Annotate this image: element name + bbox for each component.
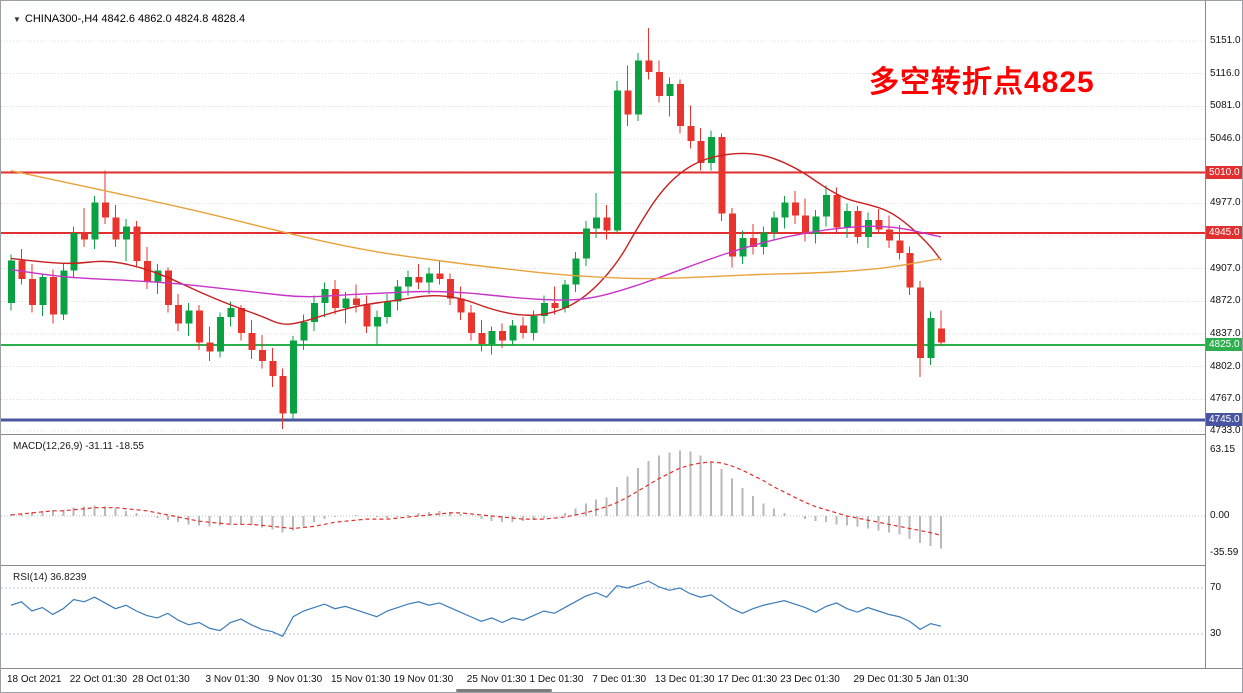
price-axis: 5151.0 5116.0 5081.0 5046.0 4977.0 4907.0 4872…: [1205, 1, 1242, 668]
price-axis-label: 4767.0: [1210, 393, 1241, 405]
rsi-axis-label: 30: [1210, 628, 1222, 639]
time-axis: 18 Oct 2021 22 Oct 01:30 28 Oct 01:30 3 Nov…: [1, 668, 1242, 692]
time-axis-label: 1 Dec 01:30: [529, 674, 584, 685]
time-axis-label: 19 Nov 01:30: [393, 674, 454, 685]
time-axis-label: 23 Dec 01:30: [780, 674, 840, 685]
price-axis-label: 4837.0: [1210, 327, 1241, 339]
time-axis-label: 9 Nov 01:30: [268, 674, 323, 685]
price-axis-label: 4733.0: [1210, 424, 1241, 436]
time-axis-label: 22 Oct 01:30: [69, 674, 127, 685]
symbol-ohlc-text: CHINA300-,H4 4842.6 4862.0 4824.8 4828.4: [24, 13, 246, 25]
annotation-text: 多空转折点4825: [869, 66, 1095, 99]
price-axis-label: 5116.0: [1210, 67, 1240, 79]
price-axis-label: 5081.0: [1210, 100, 1241, 112]
time-axis-label: 7 Dec 01:30: [592, 674, 647, 685]
rsi-label: RSI(14) 36.8239: [13, 572, 87, 583]
price-axis-label: 4977.0: [1210, 197, 1241, 209]
rsi-value-line: [10, 580, 942, 638]
macd-axis-label: 0.00: [1210, 510, 1230, 521]
ma-mid-magenta-line: [10, 225, 942, 301]
macd-signal-line: [10, 461, 942, 536]
panel-divider-rsi[interactable]: [1, 565, 1242, 566]
ma-fast-red-line: [10, 152, 942, 325]
time-axis-label: 29 Dec 01:30: [853, 674, 913, 685]
price-axis-label: 5151.0: [1210, 35, 1241, 46]
price-axis-label: 4872.0: [1210, 295, 1241, 307]
price-axis-label: 4802.0: [1210, 360, 1241, 372]
symbol-info: ▼ CHINA300-,H4 4842.6 4862.0 4824.8 4828.…: [13, 13, 245, 25]
panel-divider-macd[interactable]: [1, 434, 1242, 435]
macd-label: MACD(12,26,9) -31.11 -18.55: [13, 441, 144, 452]
time-axis-label: 18 Oct 2021: [7, 674, 62, 685]
rsi-axis-label: 70: [1210, 582, 1222, 593]
ma-slow-orange-line: [10, 170, 942, 280]
macd-axis-label: 63.15: [1210, 444, 1236, 456]
price-level-tag: 5010.0: [1206, 165, 1242, 179]
price-level-tag: 4945.0: [1206, 226, 1242, 240]
time-axis-label: 13 Dec 01:30: [654, 674, 715, 685]
price-axis-label: 5046.0: [1210, 132, 1241, 144]
time-axis-label: 17 Dec 01:30: [717, 674, 778, 685]
time-axis-label: 15 Nov 01:30: [330, 674, 391, 685]
scrollbar-thumb[interactable]: [456, 689, 552, 692]
time-axis-label: 5 Jan 01:30: [916, 674, 969, 685]
time-axis-label: 3 Nov 01:30: [205, 674, 260, 685]
collapse-arrow-icon[interactable]: ▼: [13, 15, 21, 24]
time-axis-label: 28 Oct 01:30: [132, 674, 190, 685]
chart-canvas[interactable]: [1, 1, 1205, 668]
time-axis-label: 25 Nov 01:30: [466, 674, 527, 685]
price-level-tag: 4825.0: [1206, 338, 1242, 352]
macd-axis-label: -35.59: [1210, 547, 1239, 558]
price-level-tag: 4745.0: [1206, 412, 1242, 426]
price-axis-label: 4907.0: [1210, 262, 1241, 274]
